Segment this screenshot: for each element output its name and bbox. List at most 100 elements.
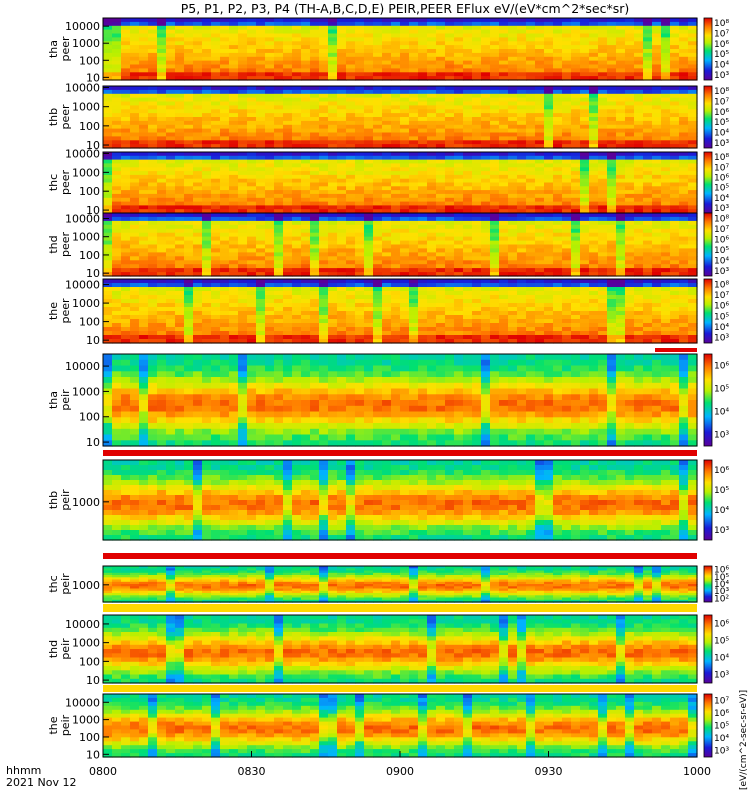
heatmap-cell xyxy=(607,60,617,66)
heatmap-cell xyxy=(184,287,194,292)
heatmap-cell xyxy=(220,64,230,69)
heatmap-cell xyxy=(589,236,599,242)
heatmap-cell xyxy=(139,178,149,184)
heatmap-cell xyxy=(436,105,446,110)
heatmap-cell xyxy=(346,140,356,145)
heatmap-cell xyxy=(472,197,482,203)
heatmap-cell xyxy=(211,109,221,114)
heatmap-cell xyxy=(175,205,185,210)
heatmap-cell xyxy=(328,279,338,284)
heatmap-cell xyxy=(166,260,176,265)
heatmap-cell xyxy=(265,299,275,304)
heatmap-cell xyxy=(184,105,194,110)
heatmap-cell xyxy=(238,283,248,288)
heatmap-cell xyxy=(229,232,239,238)
heatmap-cell xyxy=(175,174,185,180)
heatmap-cell xyxy=(436,21,446,27)
heatmap-cell xyxy=(175,113,185,118)
heatmap-cell xyxy=(148,224,158,230)
heatmap-cell xyxy=(454,256,464,261)
heatmap-cell xyxy=(616,220,626,226)
heatmap-cell xyxy=(589,167,599,172)
heatmap-cell xyxy=(580,21,590,27)
heatmap-cell xyxy=(283,174,293,180)
heatmap-cell xyxy=(580,97,590,103)
heatmap-cell xyxy=(337,339,347,344)
heatmap-cell xyxy=(472,140,482,145)
heatmap-cell xyxy=(247,291,257,296)
heatmap-cell xyxy=(616,178,626,184)
heatmap-cell xyxy=(139,201,149,206)
heatmap-cell xyxy=(445,307,455,312)
heatmap-cell xyxy=(139,327,149,332)
heatmap-cell xyxy=(103,132,113,137)
heatmap-cell xyxy=(184,256,194,261)
heatmap-cell xyxy=(436,113,446,118)
heatmap-cell xyxy=(463,72,473,77)
heatmap-cell xyxy=(553,29,563,35)
heatmap-cell xyxy=(445,335,455,340)
heatmap-cell xyxy=(670,76,680,81)
heatmap-cell xyxy=(274,283,284,288)
heatmap-cell xyxy=(346,327,356,332)
heatmap-cell xyxy=(355,197,365,203)
heatmap-cell xyxy=(292,60,302,66)
heatmap-cell xyxy=(661,174,671,180)
colorbar-tick-label: 10⁸ xyxy=(714,153,729,163)
heatmap-cell xyxy=(616,159,626,164)
heatmap-cell xyxy=(328,224,338,230)
heatmap-cell xyxy=(436,128,446,134)
heatmap-cell xyxy=(670,244,680,249)
heatmap-cell xyxy=(292,52,302,58)
heatmap-cell xyxy=(562,190,572,195)
heatmap-cell xyxy=(202,190,212,195)
heatmap-cell xyxy=(688,244,698,249)
heatmap-cell xyxy=(328,117,338,122)
heatmap-cell xyxy=(265,295,275,300)
heatmap-cell xyxy=(472,136,482,141)
heatmap-cell xyxy=(247,76,257,81)
heatmap-cell xyxy=(400,272,410,277)
heatmap-cell xyxy=(130,109,140,114)
heatmap-cell xyxy=(157,171,167,176)
heatmap-cell xyxy=(688,41,698,46)
heatmap-cell xyxy=(319,279,329,284)
heatmap-cell xyxy=(301,287,311,292)
heatmap-cell xyxy=(112,171,122,176)
heatmap-cell xyxy=(283,163,293,168)
heatmap-cell xyxy=(472,167,482,172)
heatmap-cell xyxy=(490,178,500,184)
heatmap-cell xyxy=(535,201,545,206)
heatmap-cell xyxy=(517,197,527,203)
heatmap-cell xyxy=(589,120,599,126)
y-tick-label: 1000 xyxy=(72,166,100,179)
heatmap-cell xyxy=(310,260,320,265)
heatmap-cell xyxy=(463,167,473,172)
heatmap-cell xyxy=(652,86,662,91)
heatmap-cell xyxy=(130,272,140,277)
heatmap-cell xyxy=(499,224,509,230)
heatmap-cell xyxy=(418,159,428,164)
heatmap-cell xyxy=(184,182,194,187)
heatmap-cell xyxy=(202,167,212,172)
heatmap-cell xyxy=(670,97,680,103)
heatmap-cell xyxy=(166,178,176,184)
heatmap-cell xyxy=(283,232,293,238)
heatmap-cell xyxy=(265,193,275,199)
heatmap-cell xyxy=(247,21,257,27)
heatmap-cell xyxy=(508,45,518,50)
heatmap-cell xyxy=(193,220,203,226)
heatmap-cell xyxy=(418,155,428,161)
heatmap-cell xyxy=(274,216,284,222)
heatmap-cell xyxy=(409,209,419,214)
heatmap-cell xyxy=(643,21,653,27)
heatmap-cell xyxy=(589,105,599,110)
heatmap-cell xyxy=(229,97,239,103)
heatmap-cell xyxy=(607,209,617,214)
heatmap-cell xyxy=(328,216,338,222)
heatmap-cell xyxy=(652,216,662,222)
heatmap-cell xyxy=(436,93,446,99)
heatmap-cell xyxy=(247,299,257,304)
heatmap-cell xyxy=(598,49,608,54)
heatmap-cell xyxy=(283,167,293,172)
